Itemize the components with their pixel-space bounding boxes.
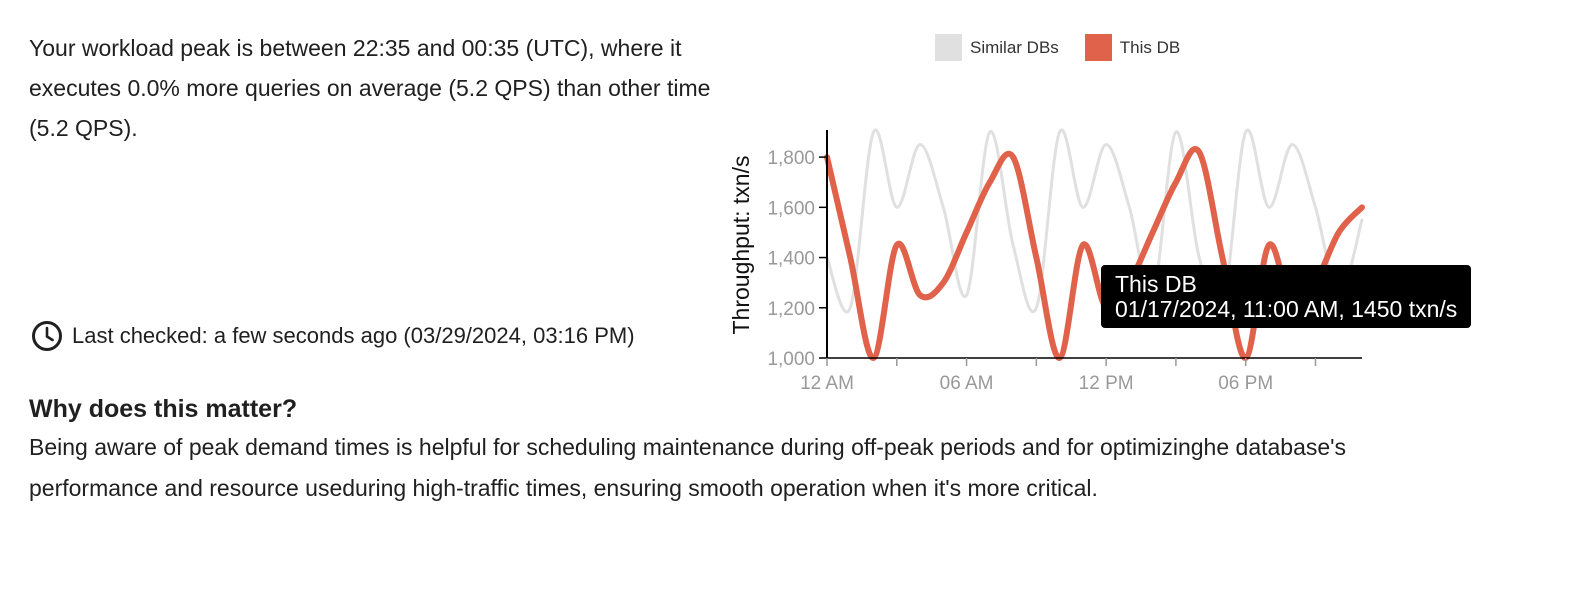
chart-legend: Similar DBs This DB xyxy=(935,34,1206,61)
why-matter-body: Being aware of peak demand times is help… xyxy=(29,434,1347,501)
x-tick-label: 06 AM xyxy=(940,373,994,394)
y-axis-label: Throughput: txn/s xyxy=(728,156,754,335)
y-tick-label: 1,400 xyxy=(767,249,815,270)
tooltip-detail: 01/17/2024, 11:00 AM, 1450 txn/s xyxy=(1115,296,1458,322)
legend-item-this-db[interactable]: This DB xyxy=(1084,34,1181,61)
chart-tooltip: This DB 01/17/2024, 11:00 AM, 1450 txn/s xyxy=(1101,265,1472,328)
tooltip-series: This DB xyxy=(1115,271,1197,297)
x-tick-label: 06 PM xyxy=(1218,373,1273,394)
x-tick-label: 12 PM xyxy=(1079,373,1134,394)
y-tick-label: 1,000 xyxy=(767,349,815,370)
y-tick-label: 1,800 xyxy=(767,148,815,169)
series-line-this-db xyxy=(824,146,1365,362)
throughput-chart: 1,000 1,200 1,400 1,600 1,800 12 AM 06 AM 12 PM… xyxy=(720,20,1560,410)
y-tick-label: 1,600 xyxy=(767,198,815,219)
x-tick-label: 12 AM xyxy=(800,373,854,394)
legend-label: Similar DBs xyxy=(970,37,1059,57)
legend-item-similar-dbs[interactable]: Similar DBs xyxy=(935,34,1059,61)
y-tick-label: 1,200 xyxy=(767,299,815,320)
legend-swatch xyxy=(935,34,962,61)
last-checked-status: Last checked: a few seconds ago (03/29/2… xyxy=(31,320,635,352)
peak-summary-text: Your workload peak is between 22:35 and … xyxy=(29,35,711,141)
why-matter-heading: Why does this matter? xyxy=(29,395,298,423)
legend-label: This DB xyxy=(1119,37,1181,57)
throughput-chart-svg: 1,000 1,200 1,400 1,600 1,800 12 AM 06 AM 12 PM… xyxy=(728,128,1365,394)
legend-swatch xyxy=(1084,34,1112,61)
last-checked-text: Last checked: a few seconds ago (03/29/2… xyxy=(72,323,635,348)
clock-icon xyxy=(31,320,63,352)
series-line-similar-dbs xyxy=(825,128,1364,315)
